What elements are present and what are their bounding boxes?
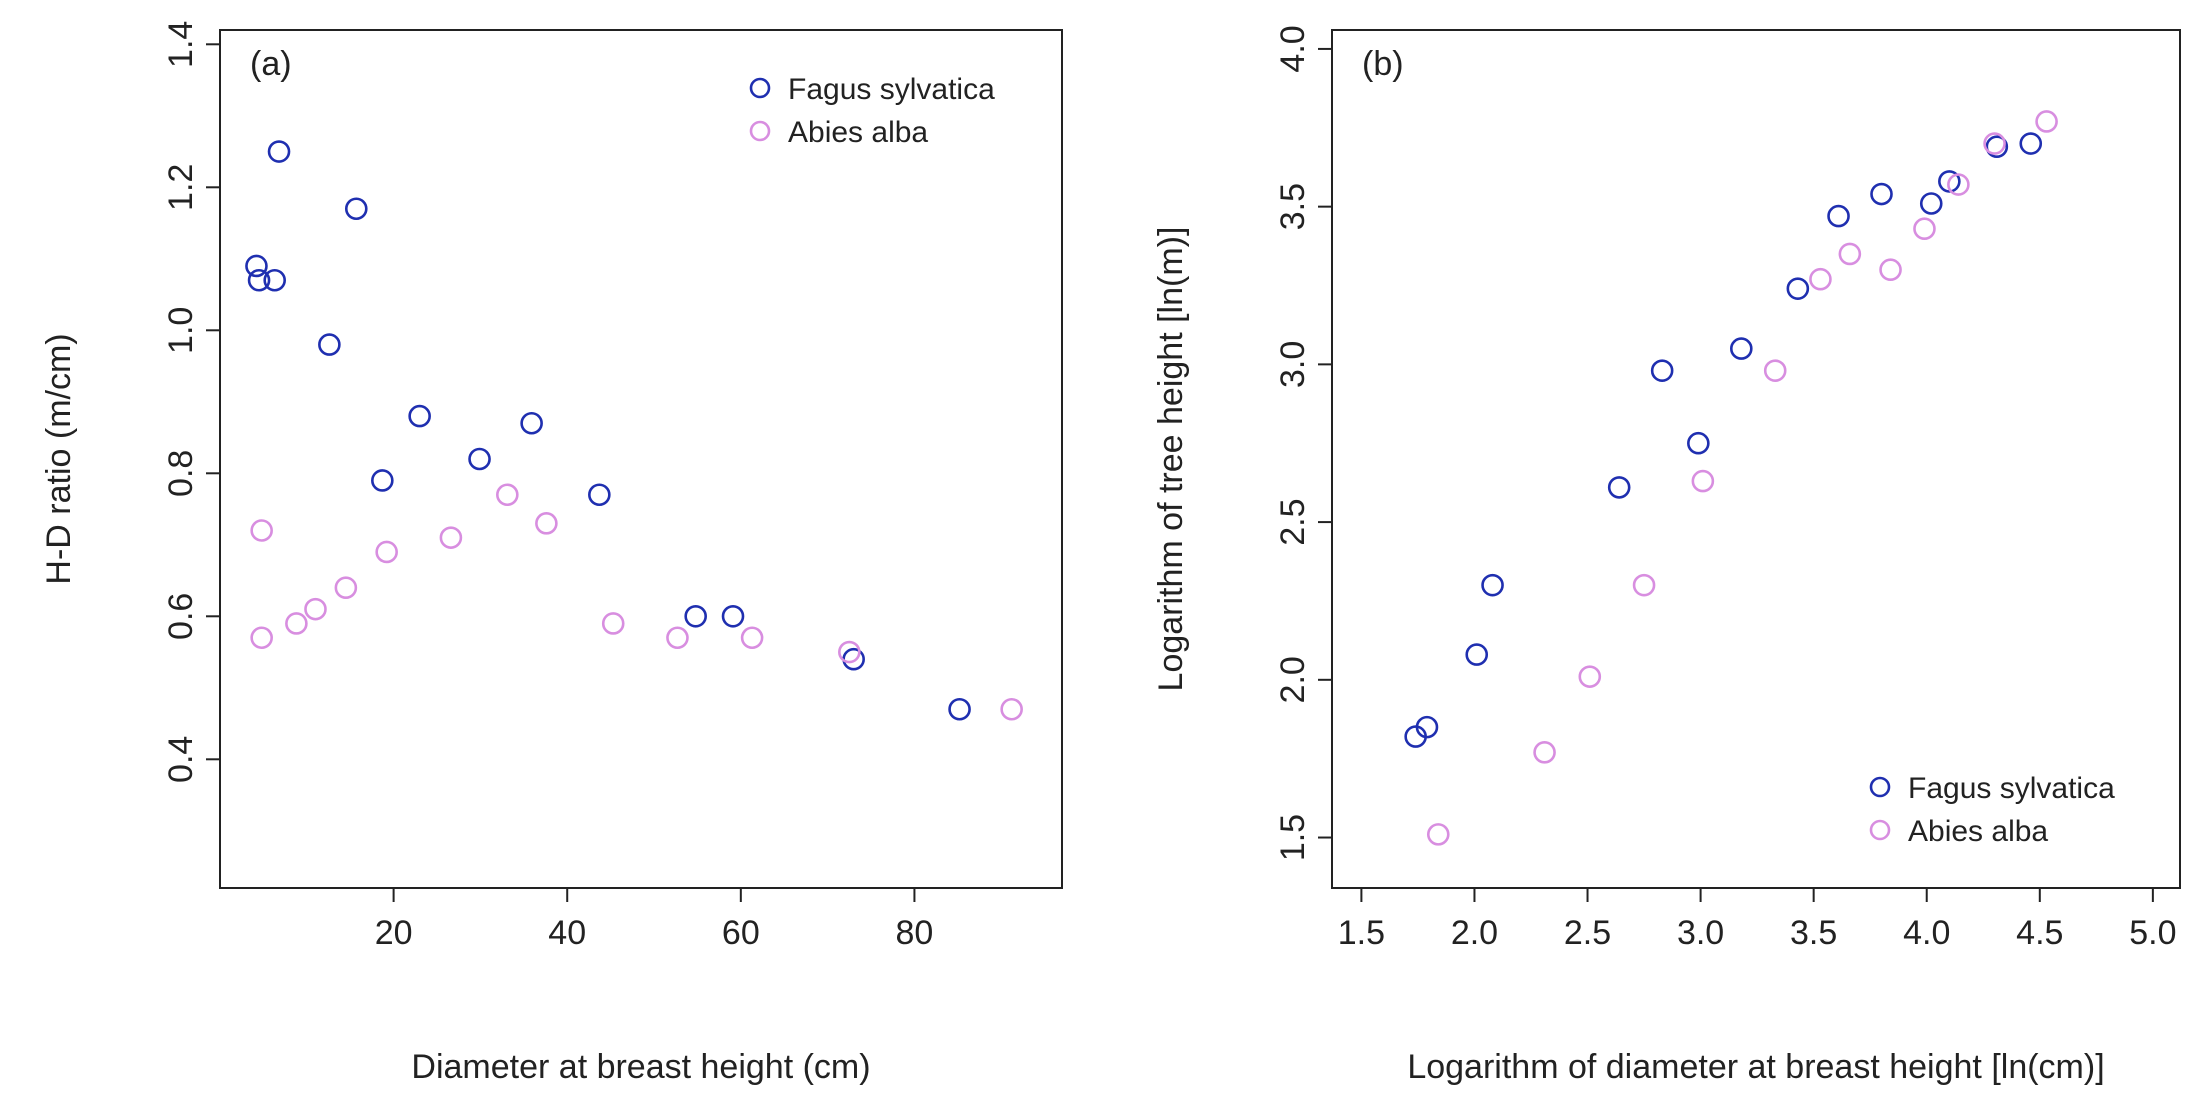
data-point-abies: [1426, 823, 1450, 846]
x-tick-label: 5.0: [2129, 914, 2176, 952]
data-point-fagus: [1481, 573, 1504, 597]
data-point-fagus: [1786, 277, 1810, 300]
x-tick-label: 4.5: [2016, 914, 2063, 952]
data-point-fagus: [1938, 170, 1961, 193]
data-point-fagus: [684, 604, 707, 628]
data-point-fagus: [245, 254, 268, 278]
y-tick-label: 3.5: [1274, 183, 1312, 230]
data-point-abies: [250, 519, 273, 542]
legend-marker-fagus: [1869, 776, 1891, 798]
legend-marker-abies: [749, 120, 771, 142]
data-point-abies: [1000, 697, 1023, 721]
y-tick-label: 2.5: [1274, 498, 1312, 545]
data-point-fagus: [247, 268, 271, 292]
data-point-abies: [1838, 242, 1862, 266]
data-point-abies: [285, 612, 308, 635]
legend-label: Fagus sylvatica: [1908, 772, 2115, 805]
y-tick-label: 4.0: [1274, 25, 1312, 72]
data-point-fagus: [1985, 135, 2009, 159]
panel-b: 1.5 2.0 2.5 3.0 3.5 4.0 4.5 5.0 1.5 2.0 2.5 3.0 3.5 4…: [1152, 25, 2181, 1086]
y-axis-title: Logarithm of tree height [ln(m)]: [1152, 227, 1190, 692]
legend-marker-abies: [1869, 819, 1891, 841]
data-point-fagus: [371, 469, 394, 492]
data-point-abies: [1983, 132, 2006, 155]
y-tick-label: 1.4: [162, 21, 200, 68]
x-tick-label: 20: [375, 914, 413, 952]
data-point-fagus: [1465, 643, 1489, 666]
y-axis-title: H-D ratio (m/cm): [40, 333, 78, 584]
data-point-fagus: [1827, 204, 1850, 228]
y-tick-label: 1.2: [162, 164, 200, 211]
data-point-abies: [1947, 173, 1970, 196]
data-point-fagus: [1919, 192, 1943, 215]
x-tick-label: 80: [896, 914, 934, 952]
y-tick-label: 0.6: [162, 593, 200, 640]
panel-label: (b): [1362, 45, 1404, 83]
data-point-abies: [1578, 665, 1602, 688]
data-point-abies: [304, 597, 327, 621]
panel-label: (a): [250, 45, 292, 83]
data-point-abies: [601, 612, 625, 635]
data-point-abies: [1763, 359, 1787, 382]
data-point-abies: [1632, 573, 1656, 597]
data-point-abies: [838, 640, 861, 664]
data-point-abies: [1913, 217, 1936, 241]
panel-a: 20 40 60 80 0.4 0.6 0.8 1.0 1.2 1.4 Diameter at br…: [40, 21, 1063, 1086]
data-point-abies: [1691, 469, 1715, 493]
legend-marker-fagus: [749, 77, 771, 99]
data-point-abies: [496, 483, 519, 507]
y-tick-label: 0.8: [162, 450, 200, 497]
data-point-abies: [2035, 110, 2058, 133]
legend-label: Abies alba: [788, 116, 928, 149]
data-point-fagus: [1415, 715, 1439, 739]
data-point-fagus: [1870, 182, 1893, 206]
x-tick-label: 3.0: [1677, 914, 1724, 952]
x-axis-title: Logarithm of diameter at breast height […: [1407, 1048, 2104, 1086]
data-point-fagus: [1687, 431, 1710, 455]
x-tick-label: 40: [548, 914, 586, 952]
x-tick-label: 4.0: [1903, 914, 1950, 952]
x-tick-label: 3.5: [1790, 914, 1837, 952]
data-point-fagus: [2019, 132, 2043, 155]
data-point-abies: [666, 626, 689, 650]
x-axis-title: Diameter at breast height (cm): [411, 1048, 870, 1086]
data-point-abies: [439, 526, 463, 549]
data-point-abies: [250, 626, 273, 650]
y-tick-label: 1.0: [162, 307, 200, 354]
legend-label: Fagus sylvatica: [788, 73, 995, 106]
data-point-fagus: [263, 268, 286, 292]
y-tick-label: 0.4: [162, 736, 200, 783]
data-point-fagus: [520, 411, 543, 435]
data-point-fagus: [318, 333, 341, 356]
data-point-fagus: [468, 447, 491, 471]
data-point-fagus: [588, 483, 611, 507]
y-tick-label: 2.0: [1274, 656, 1312, 703]
x-tick-label: 2.5: [1564, 914, 1611, 952]
data-point-fagus: [1730, 337, 1753, 360]
data-point-abies: [1809, 267, 1832, 291]
data-point-abies: [535, 512, 558, 535]
data-point-fagus: [1607, 476, 1631, 499]
data-point-fagus: [344, 197, 368, 221]
data-point-fagus: [948, 697, 971, 721]
data-point-fagus: [721, 604, 745, 628]
x-tick-label: 60: [722, 914, 760, 952]
data-point-abies: [334, 576, 358, 600]
plot-frame: [1331, 29, 2181, 889]
data-point-abies: [1533, 741, 1556, 764]
data-point-fagus: [408, 404, 431, 428]
plot-frame: [219, 29, 1063, 889]
data-point-fagus: [1650, 359, 1674, 382]
x-tick-label: 2.0: [1451, 914, 1498, 952]
data-point-fagus: [267, 140, 291, 163]
data-point-abies: [740, 626, 764, 650]
data-point-abies: [1879, 258, 1902, 282]
y-tick-label: 1.5: [1274, 814, 1312, 861]
x-tick-label: 1.5: [1338, 914, 1385, 952]
data-point-fagus: [842, 647, 865, 671]
legend-label: Abies alba: [1908, 815, 2048, 848]
data-point-abies: [375, 540, 398, 564]
y-tick-label: 3.0: [1274, 341, 1312, 388]
